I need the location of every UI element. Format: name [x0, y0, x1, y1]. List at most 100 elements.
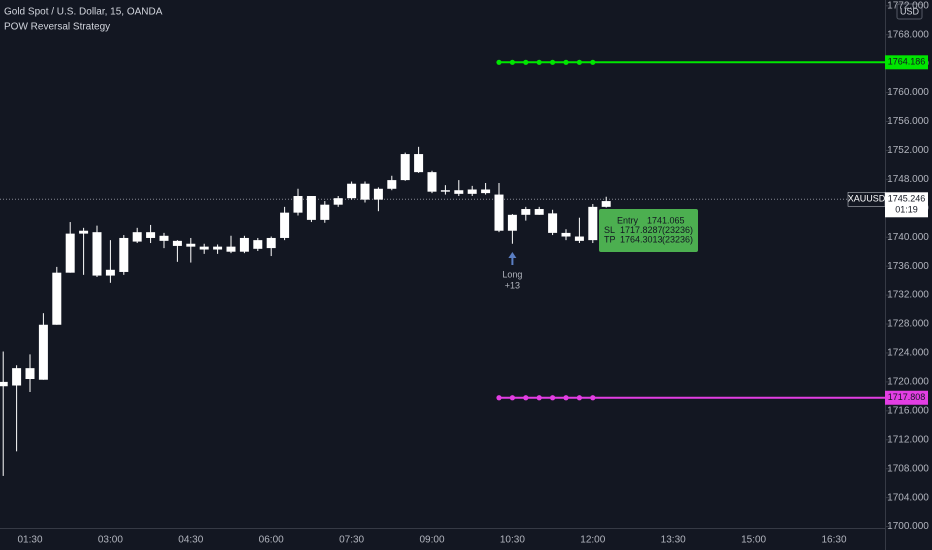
x-tick-label: 04:30 [178, 535, 203, 546]
level-dot [550, 395, 556, 401]
candle-body [226, 246, 236, 252]
candle-body [507, 214, 517, 231]
level-dot [523, 395, 529, 401]
candle-body [266, 237, 276, 249]
y-tick-label: 1736.000 [887, 261, 929, 272]
candle-body [0, 381, 8, 387]
currency-box[interactable] [896, 3, 923, 20]
level-dot [523, 59, 529, 65]
currency[interactable]: USD [900, 6, 920, 16]
candle-body [306, 196, 316, 220]
position-price: 1764.3013 [620, 234, 663, 244]
position-box [599, 209, 698, 252]
level-dot [576, 59, 583, 65]
countdown: 01:19 [895, 205, 918, 215]
x-tick-label: 03:00 [98, 535, 123, 546]
x-tick-label: 07:30 [339, 535, 364, 546]
position-label: SL [604, 225, 615, 235]
candle-body [65, 233, 75, 273]
y-tick-label: 1760.000 [887, 87, 929, 98]
candle-body [561, 232, 571, 237]
level-price: 1717.808 [888, 392, 926, 402]
level-dot [590, 59, 596, 65]
signal-quantity: +13 [505, 280, 520, 290]
candle-body [132, 232, 142, 242]
level-dot [509, 395, 515, 401]
candle-body [373, 188, 383, 200]
y-tick-label: 1700.000 [887, 521, 929, 532]
candle-body [481, 189, 491, 194]
x-tick-label: 15:00 [741, 535, 766, 546]
candle-body [105, 269, 115, 276]
candle-body [239, 237, 249, 252]
level-price: 1764.186 [888, 57, 926, 67]
level-price-box [885, 390, 928, 405]
candle-body [548, 213, 558, 233]
candle-body [588, 206, 598, 241]
position-price: 1741.065 [647, 215, 685, 225]
position-size: (23236) [662, 225, 693, 235]
signal-arrow-head [508, 252, 517, 258]
y-tick-label: 1708.000 [887, 463, 929, 474]
candle-body [146, 232, 156, 238]
x-tick-label: 10:30 [500, 535, 525, 546]
y-tick-label: 1752.000 [887, 145, 929, 156]
candle-body [92, 232, 102, 276]
y-tick-label: 1724.000 [887, 348, 929, 359]
candle-body [159, 235, 169, 241]
candle-body [534, 209, 544, 215]
candle-body [601, 201, 611, 207]
y-tick-label: 1732.000 [887, 290, 929, 301]
level-dot [496, 59, 502, 65]
level-dot [509, 59, 515, 65]
strategy-name: POW Reversal Strategy [4, 22, 110, 33]
candle-body [333, 198, 343, 205]
level-dot [563, 395, 569, 401]
y-tick-label: 1756.000 [887, 116, 929, 127]
symbol: XAUUSD [848, 194, 886, 204]
candle-body [347, 183, 357, 199]
position-size: (23236) [662, 234, 693, 244]
position-label: TP [604, 234, 616, 244]
x-tick-label: 16:30 [821, 535, 846, 546]
candle-body [427, 172, 437, 192]
x-tick-label: 09:00 [419, 535, 444, 546]
candle-body [79, 230, 89, 234]
candle-body [440, 190, 450, 192]
level-price-box [885, 55, 928, 70]
last-price: 1745.246 [888, 194, 926, 204]
candle-body [320, 204, 330, 220]
level-dot [563, 59, 569, 65]
level-dot [536, 395, 542, 401]
candle-body [521, 209, 531, 215]
level-dot [550, 59, 556, 65]
candle-body [494, 194, 504, 231]
y-tick-label: 1728.000 [887, 319, 929, 330]
candle-body [38, 324, 48, 380]
candle-body [387, 180, 397, 189]
y-tick-label: 1720.000 [887, 377, 929, 388]
candle-body [360, 183, 370, 200]
candle-body [454, 190, 464, 194]
x-tick-label: 12:00 [580, 535, 605, 546]
y-tick-label: 1768.000 [887, 29, 929, 40]
candle-body [400, 154, 410, 181]
candle-body [119, 237, 129, 272]
last-price-box [885, 192, 928, 218]
y-tick-label: 1772.000 [887, 0, 929, 11]
y-tick-label: 1748.000 [887, 174, 929, 185]
y-tick-label: 1712.000 [887, 434, 929, 445]
candle-body [467, 189, 477, 194]
candle-body [186, 243, 196, 247]
x-tick-label: 06:00 [259, 535, 284, 546]
candle-body [280, 212, 290, 238]
candle-body [293, 196, 303, 213]
position-label: Entry [617, 215, 639, 225]
candle-body [574, 236, 584, 241]
x-tick-label: 13:30 [661, 535, 686, 546]
signal-label: Long [502, 269, 522, 279]
candle-body [213, 246, 223, 250]
